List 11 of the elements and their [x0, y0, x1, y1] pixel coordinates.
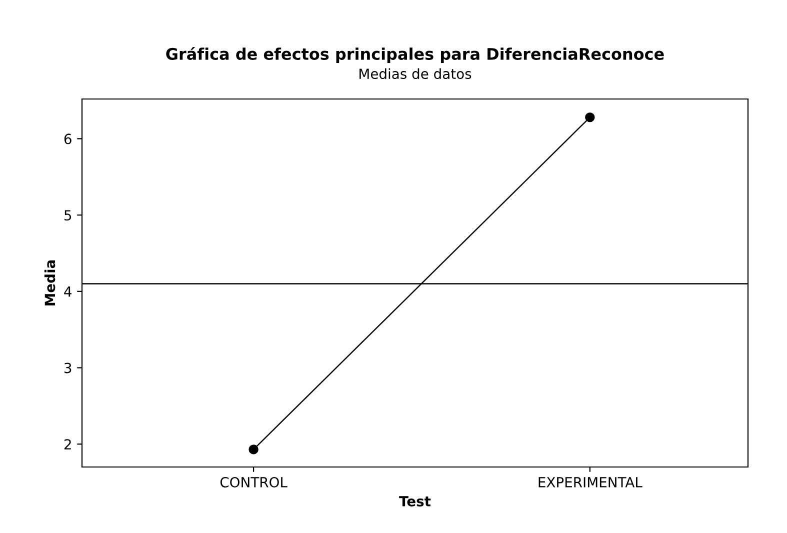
x-tick-label: EXPERIMENTAL — [538, 477, 642, 488]
x-tick-label: CONTROL — [220, 476, 288, 488]
y-tick-label: 2 — [64, 439, 71, 450]
y-axis-title: Media — [44, 260, 56, 306]
chart-subtitle: Medias de datos — [360, 68, 472, 80]
x-axis-title: Test — [399, 496, 431, 506]
y-tick-label: 5 — [64, 210, 72, 221]
y-tick-label: 3 — [64, 362, 72, 374]
y-tick-label: 6 — [64, 134, 72, 144]
y-tick-label: 4 — [64, 286, 72, 297]
chart-title: Gráfica de efectos principales para DiferenciaReconoce — [166, 46, 664, 64]
